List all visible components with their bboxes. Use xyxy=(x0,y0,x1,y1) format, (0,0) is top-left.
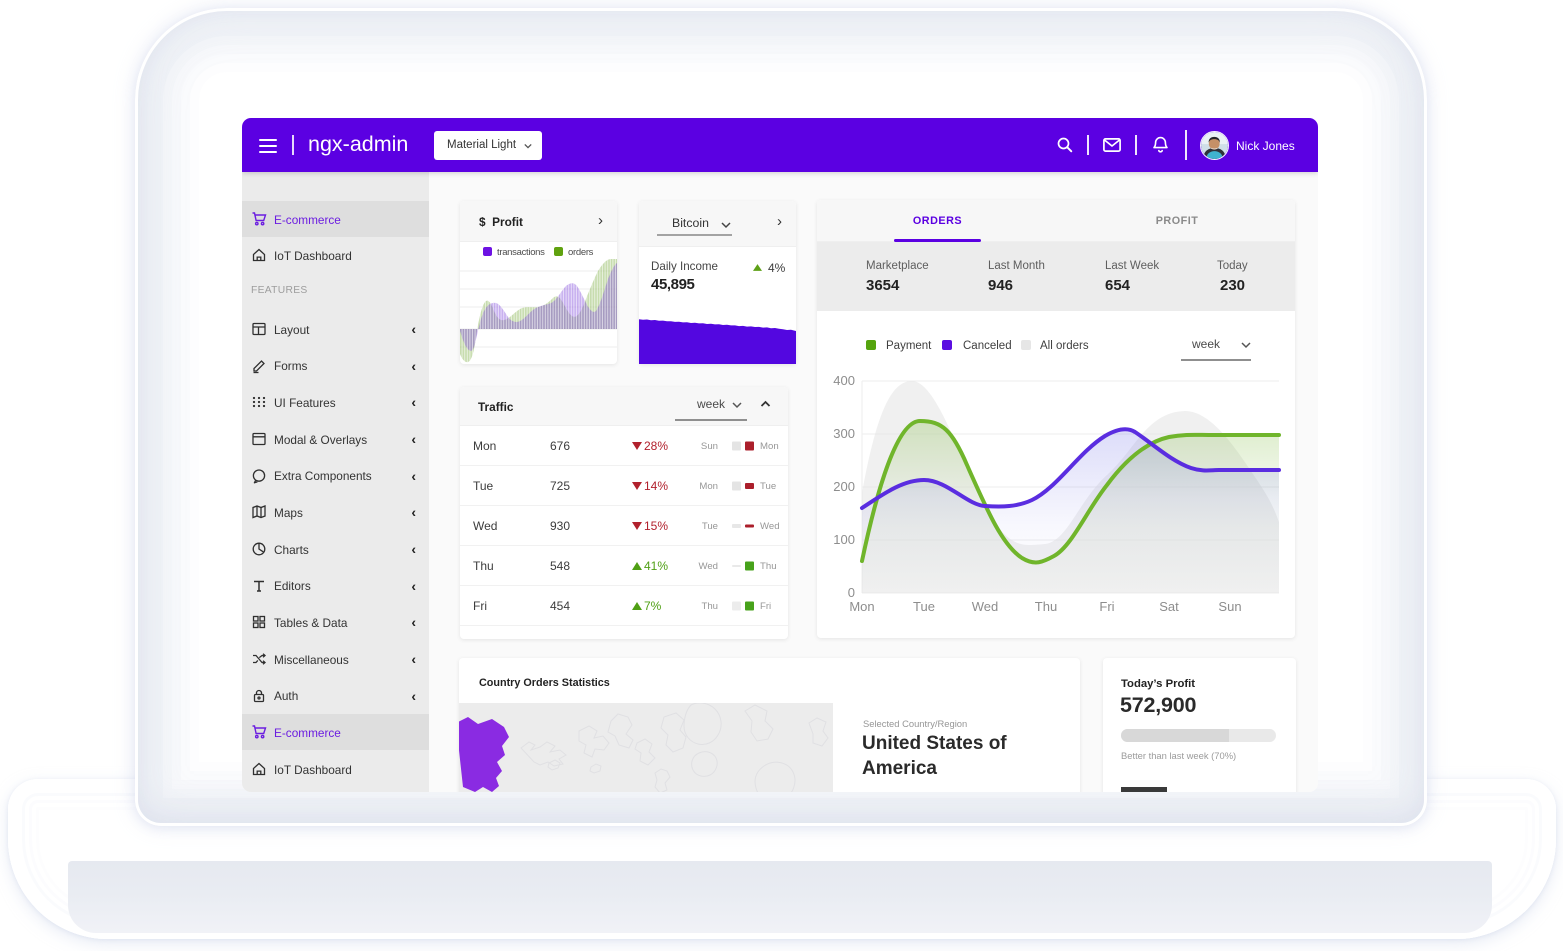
svg-text:Mon: Mon xyxy=(849,599,874,614)
svg-text:300: 300 xyxy=(833,426,855,441)
svg-text:200: 200 xyxy=(833,479,855,494)
svg-text:Sat: Sat xyxy=(1159,599,1179,614)
svg-text:Fri: Fri xyxy=(1099,599,1114,614)
svg-text:Sun: Sun xyxy=(1218,599,1241,614)
svg-text:100: 100 xyxy=(833,532,855,547)
svg-text:0: 0 xyxy=(848,585,855,600)
svg-text:Thu: Thu xyxy=(1035,599,1057,614)
svg-text:400: 400 xyxy=(833,373,855,388)
svg-text:Wed: Wed xyxy=(972,599,999,614)
svg-text:Tue: Tue xyxy=(913,599,935,614)
